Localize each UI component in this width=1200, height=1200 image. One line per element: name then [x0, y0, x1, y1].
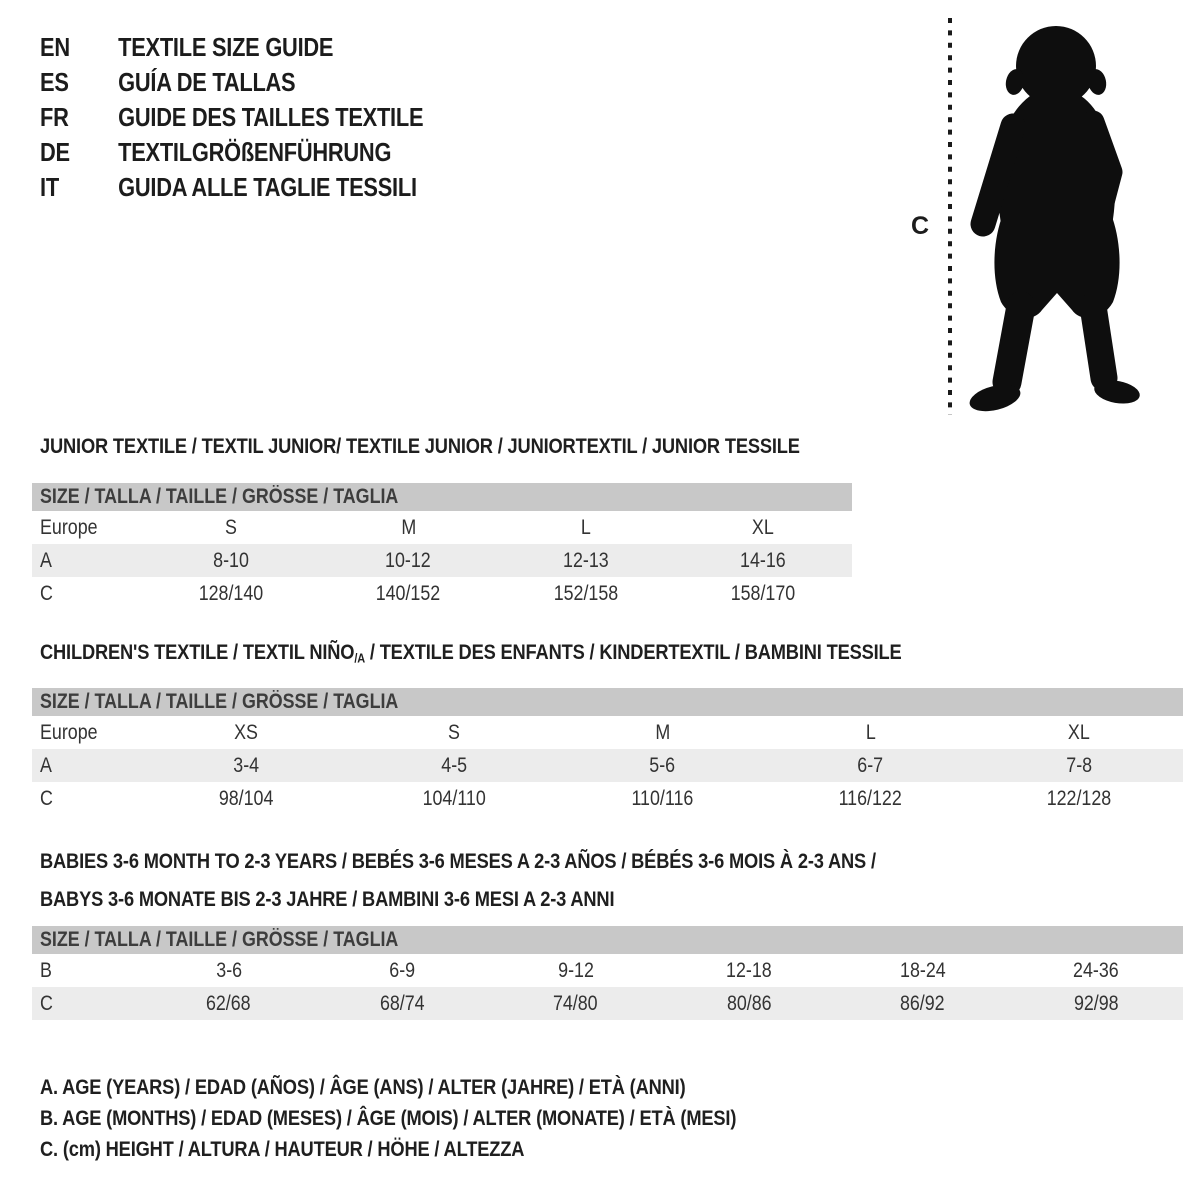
value-cell: 3-4: [142, 749, 351, 782]
row-label-cell: C: [40, 581, 53, 605]
size-header-label: SIZE / TALLA / TAILLE / GRÖSSE / TAGLIA: [40, 690, 399, 713]
value-cell: 12-18: [726, 958, 773, 982]
value-cell: 6-7: [766, 749, 975, 782]
value-cell: 3-6: [215, 958, 242, 982]
row-label-cell: C: [32, 987, 142, 1020]
row-label-cell: Europe: [40, 515, 98, 539]
table-row: C 98/104 104/110 110/116 116/122 122/128: [32, 782, 1183, 815]
size-header-cell: SIZE / TALLA / TAILLE / GRÖSSE / TAGLIA: [32, 483, 852, 511]
value-cell: 104/110: [422, 786, 486, 810]
value-cell: 140/152: [375, 581, 441, 605]
size-header-label: SIZE / TALLA / TAILLE / GRÖSSE / TAGLIA: [40, 485, 399, 508]
language-row-it: IT GUIDA ALLE TAGLIE TESSILI: [40, 170, 423, 205]
size-header-row: SIZE / TALLA / TAILLE / GRÖSSE / TAGLIA: [32, 483, 852, 511]
size-header-cell: SIZE / TALLA / TAILLE / GRÖSSE / TAGLIA: [32, 688, 1183, 716]
children-title-text: CHILDREN'S TEXTILE / TEXTIL NIÑO: [40, 640, 355, 664]
value-cell: 9-12: [557, 958, 594, 982]
language-code: ES: [40, 67, 69, 97]
language-code: EN: [40, 32, 70, 62]
value-cell: 86/92: [836, 987, 1010, 1020]
children-size-table: SIZE / TALLA / TAILLE / GRÖSSE / TAGLIA …: [32, 688, 1183, 815]
junior-section-title: JUNIOR TEXTILE / TEXTIL JUNIOR/ TEXTILE …: [40, 434, 800, 458]
language-title: TEXTILE SIZE GUIDE: [118, 32, 334, 62]
children-title-text: / TEXTILE DES ENFANTS / KINDERTEXTIL / B…: [364, 640, 902, 664]
language-title: TEXTILGRÖßENFÜHRUNG: [118, 137, 392, 167]
value-cell: 6-9: [389, 958, 416, 982]
toddler-silhouette-image: [948, 18, 1140, 415]
value-cell: 4-5: [350, 749, 559, 782]
value-cell: XL: [752, 515, 775, 539]
value-cell: 68/74: [315, 987, 489, 1020]
value-cell: 62/68: [142, 987, 316, 1020]
language-row-es: ES GUÍA DE TALLAS: [40, 65, 423, 100]
table-row: Europe S M L XL: [32, 511, 852, 544]
legend-line-a: A. AGE (YEARS) / EDAD (AÑOS) / ÂGE (ANS)…: [40, 1075, 686, 1099]
value-cell: 14-16: [674, 544, 852, 577]
value-cell: 8-10: [142, 544, 320, 577]
language-row-de: DE TEXTILGRÖßENFÜHRUNG: [40, 135, 423, 170]
language-code: IT: [40, 172, 59, 202]
legend-line-b: B. AGE (MONTHS) / EDAD (MESES) / ÂGE (MO…: [40, 1106, 737, 1130]
value-cell: 12-13: [497, 544, 675, 577]
babies-size-table: SIZE / TALLA / TAILLE / GRÖSSE / TAGLIA …: [32, 926, 1183, 1020]
table-row: Europe XS S M L XL: [32, 716, 1183, 749]
row-label-cell: B: [40, 958, 52, 982]
value-cell: S: [224, 515, 237, 539]
height-marker-label: C: [911, 212, 930, 240]
value-cell: 158/170: [730, 581, 796, 605]
language-title: GUIDE DES TAILLES TEXTILE: [118, 102, 424, 132]
value-cell: L: [865, 720, 876, 744]
value-cell: 128/140: [198, 581, 264, 605]
size-header-label: SIZE / TALLA / TAILLE / GRÖSSE / TAGLIA: [40, 928, 399, 951]
size-header-cell: SIZE / TALLA / TAILLE / GRÖSSE / TAGLIA: [32, 926, 1183, 954]
babies-section-title-line2: BABYS 3-6 MONATE BIS 2-3 JAHRE / BAMBINI…: [40, 887, 615, 911]
height-measure-figure: C: [905, 14, 1170, 426]
language-list: EN TEXTILE SIZE GUIDE ES GUÍA DE TALLAS …: [40, 30, 424, 205]
value-cell: 116/122: [839, 786, 903, 810]
value-cell: 18-24: [899, 958, 946, 982]
value-cell: XL: [1067, 720, 1090, 744]
children-section-title: CHILDREN'S TEXTILE / TEXTIL NIÑO/A / TEX…: [40, 640, 902, 666]
value-cell: 24-36: [1073, 958, 1120, 982]
language-code: FR: [40, 102, 69, 132]
value-cell: 110/116: [631, 786, 694, 810]
legend-line-c: C. (cm) HEIGHT / ALTURA / HAUTEUR / HÖHE…: [40, 1137, 525, 1161]
value-cell: M: [655, 720, 670, 744]
value-cell: L: [580, 515, 591, 539]
value-cell: XS: [234, 720, 258, 744]
value-cell: 7-8: [974, 749, 1183, 782]
language-title: GUÍA DE TALLAS: [118, 67, 296, 97]
value-cell: 92/98: [1009, 987, 1183, 1020]
children-title-subscript: /A: [354, 650, 365, 666]
language-row-en: EN TEXTILE SIZE GUIDE: [40, 30, 423, 65]
table-row: B 3-6 6-9 9-12 12-18 18-24 24-36: [32, 954, 1183, 987]
row-label-cell: C: [40, 786, 53, 810]
row-label-cell: Europe: [40, 720, 98, 744]
language-code: DE: [40, 137, 70, 167]
language-row-fr: FR GUIDE DES TAILLES TEXTILE: [40, 100, 424, 135]
value-cell: 152/158: [553, 581, 619, 605]
table-row: A 8-10 10-12 12-13 14-16: [32, 544, 852, 577]
babies-section-title-line1: BABIES 3-6 MONTH TO 2-3 YEARS / BEBÉS 3-…: [40, 849, 876, 873]
table-row: C 128/140 140/152 152/158 158/170: [32, 577, 852, 610]
value-cell: M: [400, 515, 416, 539]
row-label-cell: A: [32, 544, 142, 577]
value-cell: 5-6: [558, 749, 767, 782]
value-cell: 98/104: [218, 786, 274, 810]
size-header-row: SIZE / TALLA / TAILLE / GRÖSSE / TAGLIA: [32, 926, 1183, 954]
size-header-row: SIZE / TALLA / TAILLE / GRÖSSE / TAGLIA: [32, 688, 1183, 716]
junior-size-table: SIZE / TALLA / TAILLE / GRÖSSE / TAGLIA …: [32, 483, 852, 610]
toddler-silhouette-shape: [969, 26, 1140, 412]
table-row: A 3-4 4-5 5-6 6-7 7-8: [32, 749, 1183, 782]
row-label-cell: A: [32, 749, 142, 782]
value-cell: 80/86: [662, 987, 836, 1020]
legend: A. AGE (YEARS) / EDAD (AÑOS) / ÂGE (ANS)…: [40, 1072, 736, 1165]
table-row: C 62/68 68/74 74/80 80/86 86/92 92/98: [32, 987, 1183, 1020]
language-title: GUIDA ALLE TAGLIE TESSILI: [118, 172, 417, 202]
value-cell: S: [448, 720, 461, 744]
value-cell: 122/128: [1046, 786, 1112, 810]
value-cell: 10-12: [319, 544, 497, 577]
value-cell: 74/80: [489, 987, 663, 1020]
